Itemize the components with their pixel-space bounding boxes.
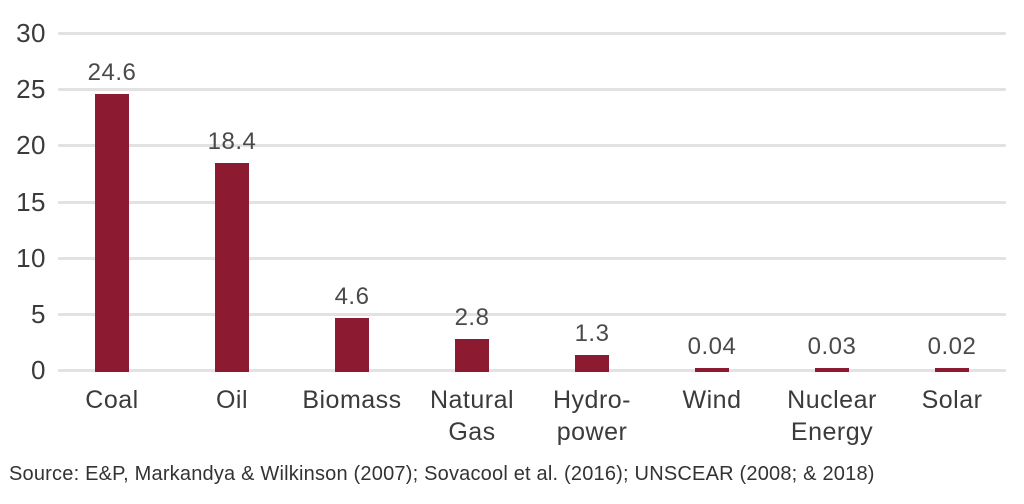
x-axis-category-label-biomass: Biomass: [302, 386, 402, 414]
gridline: [58, 312, 1006, 316]
bar-value-label-biomass: 4.6: [334, 283, 370, 311]
source-note: Source: E&P, Markandya & Wilkinson (2007…: [9, 463, 875, 485]
gridline: [58, 369, 1006, 372]
y-axis-tick-label: 20: [16, 130, 46, 161]
gridline: [58, 32, 1006, 35]
x-axis-category-label-coal: Coal: [85, 386, 139, 414]
gridline: [58, 144, 1006, 148]
bar-value-label-wind: 0.04: [687, 333, 737, 360]
x-axis-category-label-hydro-power: Hydro- power: [552, 386, 631, 446]
bar-oil: [215, 163, 249, 372]
bar-solar: [935, 368, 969, 372]
gridline: [58, 256, 1006, 260]
bar-value-label-coal: 24.6: [87, 58, 137, 86]
bar-value-label-hydro-power: 1.3: [574, 320, 610, 348]
bar-natural-gas: [455, 338, 489, 372]
bar-hydro-power: [575, 355, 609, 372]
y-axis-tick-label: 5: [31, 298, 46, 329]
y-axis-tick-label: 0: [31, 355, 46, 385]
bar-value-label-solar: 0.02: [927, 333, 977, 360]
bar-wind: [695, 368, 729, 372]
bar-biomass: [335, 318, 369, 372]
x-axis-category-label-wind: Wind: [682, 386, 742, 414]
gridline: [58, 200, 1006, 204]
y-axis-tick-label: 15: [16, 186, 46, 217]
bar-nuclear-energy: [815, 368, 849, 372]
y-axis-tick-label: 30: [16, 18, 46, 48]
bar-value-label-nuclear-energy: 0.03: [807, 333, 857, 360]
x-axis-category-label-nuclear-energy: Nuclear Energy: [787, 386, 877, 446]
y-axis-tick-label: 10: [16, 242, 46, 273]
y-axis-tick-label: 25: [16, 74, 46, 105]
bar-value-label-oil: 18.4: [207, 128, 257, 156]
x-axis-category-label-natural-gas: Natural Gas: [429, 386, 515, 446]
bar-coal: [95, 93, 129, 372]
x-axis-category-label-solar: Solar: [921, 386, 983, 414]
x-axis-category-label-oil: Oil: [215, 386, 249, 414]
gridline: [58, 88, 1006, 92]
bar-value-label-natural-gas: 2.8: [454, 303, 490, 331]
